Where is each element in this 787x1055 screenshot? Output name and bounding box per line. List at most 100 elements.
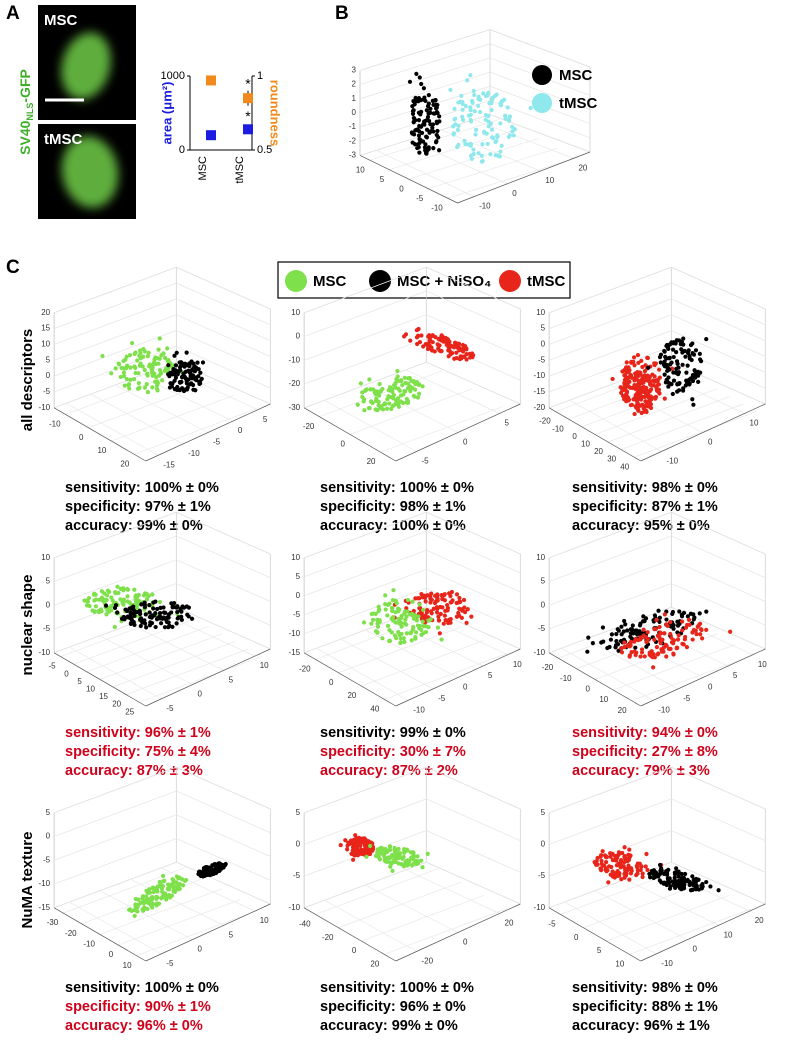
scatter-dot (193, 375, 199, 380)
scatter-dot (197, 379, 202, 384)
grid-line (53, 345, 271, 393)
scatter-dot (84, 598, 89, 603)
scatter-dot (143, 898, 148, 903)
scatter-dot (626, 863, 631, 868)
scatter-dot (166, 363, 171, 368)
scatter-dot (507, 114, 513, 119)
scatter-dot (383, 607, 388, 612)
scatter-dot (672, 875, 677, 880)
scatter-dot (656, 367, 662, 372)
scatter-dot (471, 147, 476, 152)
grid-line (606, 895, 729, 942)
y-tick-label: 10 (260, 916, 269, 925)
scatter-dot (610, 851, 615, 856)
scatter-dot (654, 617, 659, 623)
grid-line (349, 388, 473, 435)
stat-line: accuracy: 87% ± 3% (65, 763, 203, 779)
scatter-dot (360, 390, 365, 395)
scatter-dot (664, 869, 669, 874)
scatter-dot (641, 374, 646, 379)
scatter-dot (441, 621, 446, 626)
scatter-dot (142, 602, 147, 607)
scatter-dot (667, 876, 672, 881)
stain-part: NLS (25, 103, 35, 121)
scatter-dot (399, 613, 404, 618)
grid-line (303, 587, 521, 635)
scatter-dot (643, 864, 648, 869)
scatter-dot (131, 611, 136, 616)
scatter-dot (170, 371, 175, 377)
scatter-dot (425, 851, 430, 856)
scatter-dot (121, 586, 126, 591)
scatter-dot (436, 614, 441, 619)
scatter-dot (129, 606, 134, 611)
scatter-dot (667, 886, 673, 891)
scatter-dot (375, 408, 380, 413)
z-tick-label: 10 (536, 308, 545, 317)
scatter-dot (650, 372, 655, 377)
panel-label: C (6, 257, 20, 278)
scatter-dot (387, 601, 392, 606)
scatter-dot (657, 355, 663, 360)
axis-edge (640, 403, 766, 462)
scatter-dot (424, 149, 429, 154)
scatter-dot (455, 144, 460, 150)
scatter-dot (404, 622, 409, 627)
x-tick-label: 0 (64, 669, 69, 678)
scatter-dot (648, 379, 653, 385)
scatter-dot (424, 135, 430, 140)
scatter-dot (131, 377, 137, 382)
scatter-dot (420, 384, 425, 389)
grid-line (548, 511, 766, 559)
y-tick-label: 0 (197, 690, 202, 699)
y-tick-label: 0 (512, 189, 517, 198)
scatter-dot (633, 373, 638, 378)
x-tick-label: -20 (539, 417, 551, 426)
scatter-dot (155, 388, 160, 393)
scatter-dot (421, 607, 426, 613)
scatter-dot (595, 855, 600, 861)
scatter-dot (133, 365, 138, 370)
scatter-dot (666, 384, 671, 389)
grid-line (125, 648, 249, 695)
scatter-dot (192, 364, 197, 369)
x-tick-label: 0 (585, 685, 590, 694)
scatter-dot (657, 619, 662, 624)
scatter-dot (361, 397, 367, 402)
scatter-dot (454, 355, 459, 361)
scatter-dot (648, 875, 653, 880)
scatter-dot (672, 884, 677, 889)
scatter-dot (171, 889, 176, 894)
scatter-dot (634, 405, 639, 410)
scatter-dot (642, 378, 647, 383)
scatter-dot (159, 896, 164, 901)
scatter-dot (469, 98, 475, 104)
scatter-dot (417, 382, 422, 387)
scatter-dot (465, 78, 470, 83)
scatter-dot (428, 106, 433, 111)
scatter-dot (693, 887, 699, 892)
z-tick-label: -20 (534, 403, 546, 412)
scatter-dot (423, 142, 428, 147)
scatter-dot (99, 595, 105, 600)
x-tick-label: -5 (49, 662, 57, 671)
scatter-dot (417, 340, 423, 345)
scatter-dot (188, 361, 193, 366)
legend-label: MSC (559, 67, 593, 84)
scatter-dot (460, 342, 466, 348)
x-tick-label: 10 (356, 165, 365, 174)
scatter-dot (641, 633, 646, 638)
z-tick-label: 0 (352, 108, 357, 117)
scatter-dot (403, 389, 408, 394)
scatter-dot (598, 853, 604, 858)
scatter-dot (373, 611, 378, 617)
scatter-dot (193, 388, 198, 393)
scatter-dot (200, 360, 206, 365)
x-tick-label: 5 (380, 175, 385, 184)
scatter-dot (161, 873, 166, 879)
scatter-dot (626, 369, 632, 374)
scatter-dot (414, 97, 419, 102)
scatter-dot (394, 635, 399, 641)
scatter-dot (409, 130, 414, 135)
scatter-dot (639, 387, 644, 393)
